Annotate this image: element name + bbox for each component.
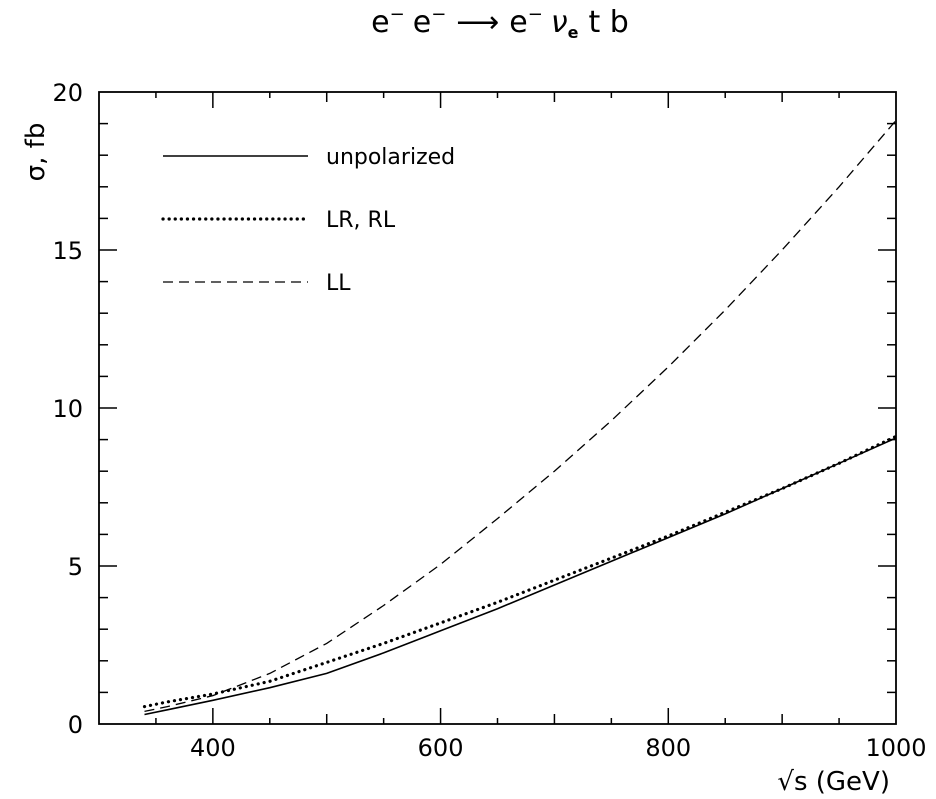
y-tick-label: 0 (68, 711, 83, 739)
axis-ticks (99, 92, 896, 724)
legend-label: LR, RL (326, 208, 396, 233)
series-line-unpolarized (144, 437, 897, 716)
x-axis-label: √s (GeV) (777, 767, 890, 797)
y-tick-label: 15 (52, 237, 83, 265)
x-tick-label: 800 (645, 734, 691, 762)
series-line-lr-rl (142, 434, 898, 709)
y-tick-label: 5 (68, 553, 83, 581)
chart-title: e− e− ⟶ e− νe t b (371, 4, 629, 42)
series-lines (142, 119, 898, 716)
y-tick-label: 20 (52, 79, 83, 107)
x-tick-label: 400 (190, 734, 236, 762)
y-axis-label: σ, fb (21, 123, 51, 182)
tick-labels: 400 600 800 1000 0 5 10 15 20 (52, 79, 926, 762)
plot-frame (98, 91, 897, 725)
x-tick-label: 600 (418, 734, 464, 762)
legend: unpolarized LR, RL LL (161, 145, 455, 296)
legend-label: LL (326, 271, 351, 296)
x-tick-label: 1000 (865, 734, 926, 762)
legend-label: unpolarized (326, 145, 455, 170)
y-tick-label: 10 (52, 395, 83, 423)
series-line-ll (144, 119, 897, 713)
